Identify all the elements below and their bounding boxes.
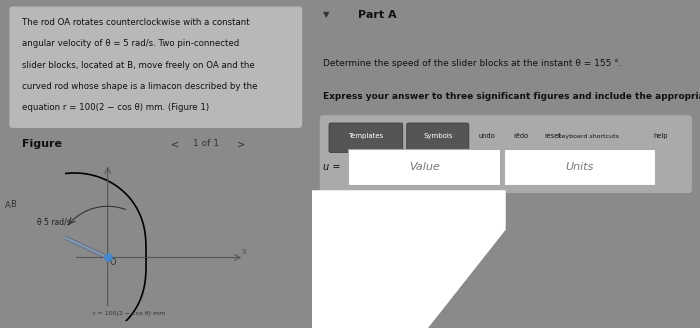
Text: Symbols: Symbols [423,133,452,139]
Text: B: B [10,200,16,209]
Text: r = 100(2 − cos θ) mm: r = 100(2 − cos θ) mm [93,311,165,316]
FancyBboxPatch shape [407,123,469,153]
Polygon shape [312,190,505,328]
Text: Units: Units [566,162,594,172]
FancyBboxPatch shape [319,115,692,194]
Text: <: < [172,139,179,149]
FancyBboxPatch shape [9,7,302,128]
Text: x: x [242,247,247,256]
FancyBboxPatch shape [504,149,655,185]
Text: Express your answer to three significant figures and include the appropriate uni: Express your answer to three significant… [323,92,700,101]
Text: O: O [110,258,116,267]
Text: Determine the speed of the slider blocks at the instant θ = 155 °.: Determine the speed of the slider blocks… [323,59,622,68]
Text: Value: Value [409,162,440,172]
Text: reset: reset [545,133,561,139]
Text: u =: u = [323,162,340,172]
Text: rēdo: rēdo [514,133,528,139]
Text: >: > [237,139,245,149]
FancyBboxPatch shape [329,123,402,153]
Text: Templates: Templates [349,133,384,139]
Text: undo: undo [479,133,496,139]
Text: help: help [653,133,668,139]
FancyBboxPatch shape [349,149,500,185]
Text: angular velocity of θ̇ = 5 rad/s. Two pin-connected: angular velocity of θ̇ = 5 rad/s. Two pi… [22,39,239,48]
Text: keyboard shortcuts: keyboard shortcuts [558,133,619,139]
Text: ▼: ▼ [323,10,330,19]
Text: curved rod whose shape is a limacon described by the: curved rod whose shape is a limacon desc… [22,82,258,91]
Text: The rod OA rotates counterclockwise with a constant: The rod OA rotates counterclockwise with… [22,18,249,27]
Text: θ̇ 5 rad/s: θ̇ 5 rad/s [37,217,71,226]
Text: slider blocks, located at B, move freely on OA and the: slider blocks, located at B, move freely… [22,61,255,70]
Text: A: A [5,201,10,210]
Text: Figure: Figure [22,139,62,149]
Text: 1 of 1: 1 of 1 [193,139,219,148]
Text: equation r = 100(2 − cos θ) mm. (Figure 1): equation r = 100(2 − cos θ) mm. (Figure … [22,103,209,112]
Text: Part A: Part A [358,10,397,20]
